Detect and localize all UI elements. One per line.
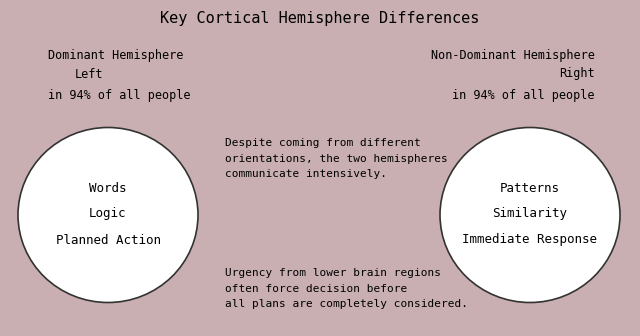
Text: Immediate Response: Immediate Response — [463, 234, 598, 247]
Text: Dominant Hemisphere: Dominant Hemisphere — [48, 48, 184, 61]
Text: Non-Dominant Hemisphere: Non-Dominant Hemisphere — [431, 48, 595, 61]
Text: Despite coming from different
orientations, the two hemispheres
communicate inte: Despite coming from different orientatio… — [225, 138, 448, 179]
Text: Right: Right — [559, 68, 595, 81]
Text: Logic: Logic — [89, 207, 127, 219]
Text: Left: Left — [75, 68, 104, 81]
Text: Patterns: Patterns — [500, 181, 560, 195]
Text: Planned Action: Planned Action — [56, 234, 161, 247]
Text: Words: Words — [89, 181, 127, 195]
Text: Key Cortical Hemisphere Differences: Key Cortical Hemisphere Differences — [160, 10, 480, 26]
Ellipse shape — [440, 127, 620, 302]
Text: in 94% of all people: in 94% of all people — [452, 88, 595, 101]
Text: Similarity: Similarity — [493, 207, 568, 219]
Text: Urgency from lower brain regions
often force decision before
all plans are compl: Urgency from lower brain regions often f… — [225, 268, 468, 309]
Text: in 94% of all people: in 94% of all people — [48, 88, 191, 101]
Ellipse shape — [18, 127, 198, 302]
